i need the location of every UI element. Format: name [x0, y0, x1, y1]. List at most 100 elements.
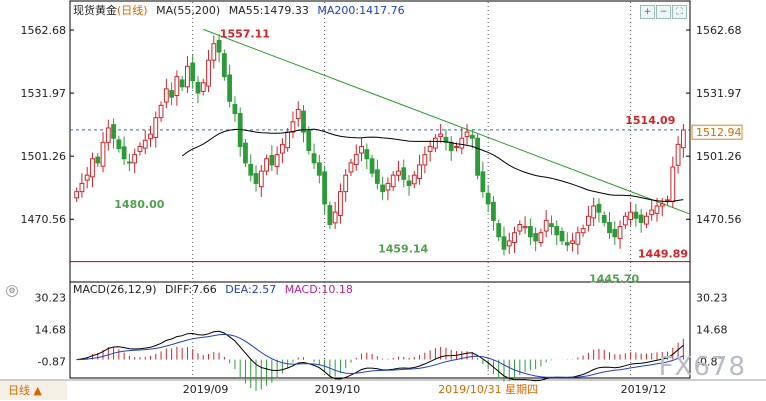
candle-body: [200, 82, 206, 92]
ma55-value: MA55:1479.33: [228, 4, 309, 17]
candle-body: [491, 201, 496, 221]
candle-body: [443, 136, 449, 143]
macd-value: MACD:10.18: [284, 283, 353, 296]
candle-body: [422, 154, 428, 166]
price-tick-label-left: 1470.56: [21, 213, 67, 226]
candle-body: [105, 127, 111, 143]
candle-body: [264, 158, 269, 172]
candle-body: [295, 108, 301, 120]
candle-body: [628, 211, 634, 221]
candle-body: [221, 53, 227, 78]
price-tick-label-right: 1501.26: [696, 150, 742, 163]
candle-body: [601, 214, 607, 223]
price-tick-label-right: 1470.56: [696, 213, 742, 226]
candle-body: [417, 164, 422, 179]
symbol-title: 现货黄金: [73, 4, 117, 17]
period-label: (日线): [117, 4, 148, 17]
candle-body: [253, 173, 259, 184]
candle-body: [591, 205, 597, 219]
candle-body: [332, 211, 338, 224]
candle-body: [364, 149, 370, 160]
macd-params-label: MACD(26,12,9): [73, 283, 157, 296]
candle-body: [564, 242, 570, 246]
candle-body: [390, 174, 396, 188]
price-panel-border: [69, 0, 691, 283]
candle-body: [680, 129, 686, 149]
candle-body: [459, 137, 465, 149]
candle-body: [301, 110, 306, 133]
candle-body: [322, 171, 328, 205]
candle-body: [243, 142, 248, 164]
candle-body: [353, 154, 359, 166]
zoom-out-button[interactable]: −: [656, 5, 671, 19]
macd-tick-label-left: -0.87: [38, 355, 66, 368]
candle-body: [274, 154, 280, 168]
settings-icon[interactable]: ⚙: [6, 285, 18, 297]
candle-body: [427, 145, 433, 152]
candle-body: [248, 164, 254, 176]
macd-tick-label-right: 14.68: [696, 324, 728, 337]
macd-tick-label-left: 14.68: [35, 324, 67, 337]
candle-body: [385, 182, 391, 191]
candle-body: [406, 180, 412, 186]
price-annotation-label: 1459.14: [378, 243, 428, 256]
price-panel-header: 现货黄金(日线) MA(55,200) MA55:1479.33 MA200:1…: [73, 2, 410, 18]
candle-body: [169, 90, 175, 98]
candle-body: [538, 232, 544, 244]
candle-body: [554, 226, 560, 236]
candle-body: [285, 131, 291, 149]
candle-body: [327, 205, 333, 225]
candle-body: [575, 232, 581, 245]
candle-body: [665, 199, 670, 202]
candle-body: [448, 141, 454, 152]
candle-body: [369, 158, 375, 174]
candle-body: [148, 133, 153, 140]
x-axis-label: 2019/10: [315, 383, 361, 396]
candle-body: [480, 171, 486, 193]
candle-body: [190, 62, 196, 82]
candle-body: [517, 223, 523, 232]
candle-body: [227, 74, 233, 102]
candle-body: [195, 81, 201, 94]
candlestick-series: [74, 34, 686, 256]
candle-body: [211, 43, 217, 61]
price-annotation-label: 1445.70: [589, 272, 639, 285]
price-annotation-label: 1557.11: [220, 27, 270, 40]
candle-body: [432, 137, 438, 149]
candle-body: [469, 134, 475, 139]
macd-panel: [76, 330, 684, 391]
zoom-in-button[interactable]: +: [640, 5, 655, 19]
candle-body: [533, 233, 539, 242]
candle-body: [343, 174, 349, 193]
candle-body: [633, 211, 639, 219]
period-selector-button[interactable]: 日线 ▲: [0, 380, 67, 400]
x-axis-label: 2019/12: [621, 383, 667, 396]
downtrend-line: [203, 28, 691, 215]
candle-body: [475, 137, 481, 176]
chart-frame: [0, 0, 766, 381]
current-price-box: [691, 124, 743, 140]
candle-body: [359, 145, 364, 154]
candle-body: [279, 143, 285, 154]
price-tick-label-right: 1562.68: [696, 24, 742, 37]
candle-body: [74, 191, 80, 199]
candle-body: [126, 161, 132, 164]
axis-labels: 1562.68 1562.68 1531.97 1531.97 1501.26 1501.…: [21, 24, 742, 396]
candle-body: [644, 215, 649, 225]
price-tick-label-right: 1531.97: [696, 87, 742, 100]
candle-body: [380, 184, 386, 193]
candle-body: [142, 139, 148, 149]
candle-body: [116, 139, 122, 149]
macd-diff-line: [76, 330, 684, 382]
fullscreen-button[interactable]: ⛶: [672, 5, 687, 19]
candle-body: [527, 226, 533, 238]
candle-body: [348, 162, 354, 173]
candle-body: [179, 79, 185, 88]
candle-body: [158, 104, 164, 119]
macd-diff-value: DIFF:7.66: [165, 283, 217, 296]
macd-panel-border: [69, 281, 691, 379]
candle-body: [269, 154, 275, 166]
macd-panel-header: MACD(26,12,9) DIFF:7.66 DEA:2.57 MACD:10…: [73, 283, 358, 296]
candle-body: [585, 215, 591, 226]
price-annotation-label: 1514.09: [625, 114, 675, 127]
